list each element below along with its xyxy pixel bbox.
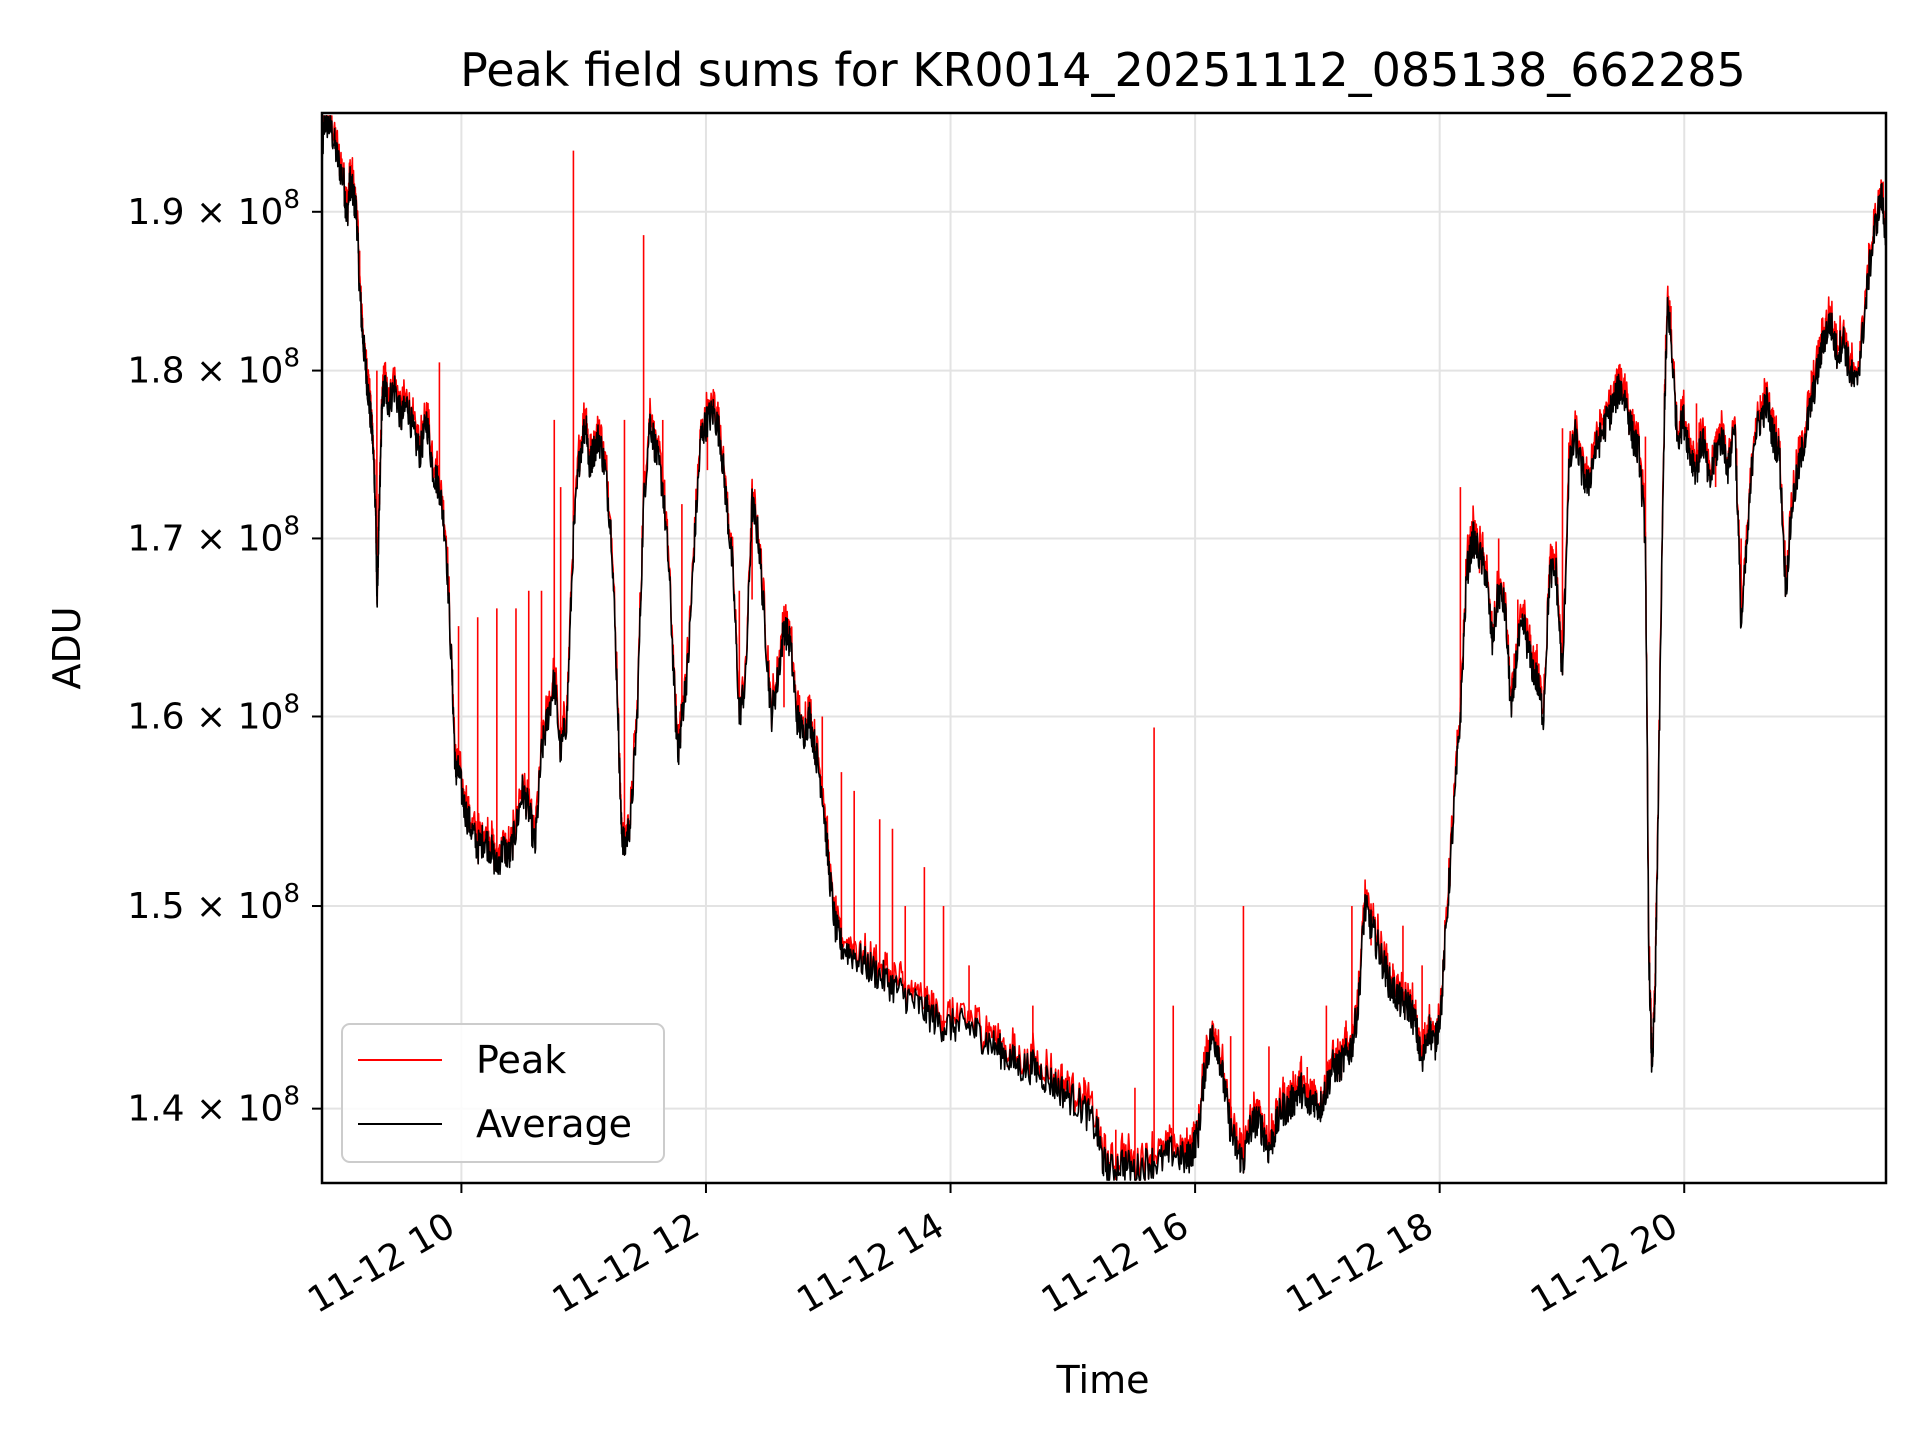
- chart-title: Peak field sums for KR0014_20251112_0851…: [460, 43, 1746, 97]
- series-average: [321, 115, 1887, 1181]
- series-layer: [321, 115, 1887, 1181]
- y-tick-label: 1.8 × 108: [127, 344, 300, 392]
- y-tick-label: 1.4 × 108: [127, 1082, 300, 1130]
- legend-average-label: Average: [476, 1102, 632, 1146]
- y-tick-label: 1.9 × 108: [127, 185, 300, 233]
- y-tick-label: 1.5 × 108: [127, 879, 300, 927]
- legend-box: [341, 1023, 665, 1163]
- y-axis-label: ADU: [45, 606, 89, 689]
- y-tick-label: 1.7 × 108: [127, 511, 300, 559]
- plot-frame: [320, 111, 1888, 1185]
- legend-peak-label: Peak: [476, 1038, 566, 1082]
- grid: [322, 113, 1886, 1183]
- y-axis: 1.4 × 108 1.5 × 108 1.6 × 108 1.7 × 108 1.8 …: [127, 185, 322, 1130]
- x-axis-label: Time: [1056, 1358, 1150, 1402]
- legend: Peak Average: [341, 1023, 665, 1163]
- y-tick-label: 1.6 × 108: [127, 689, 300, 737]
